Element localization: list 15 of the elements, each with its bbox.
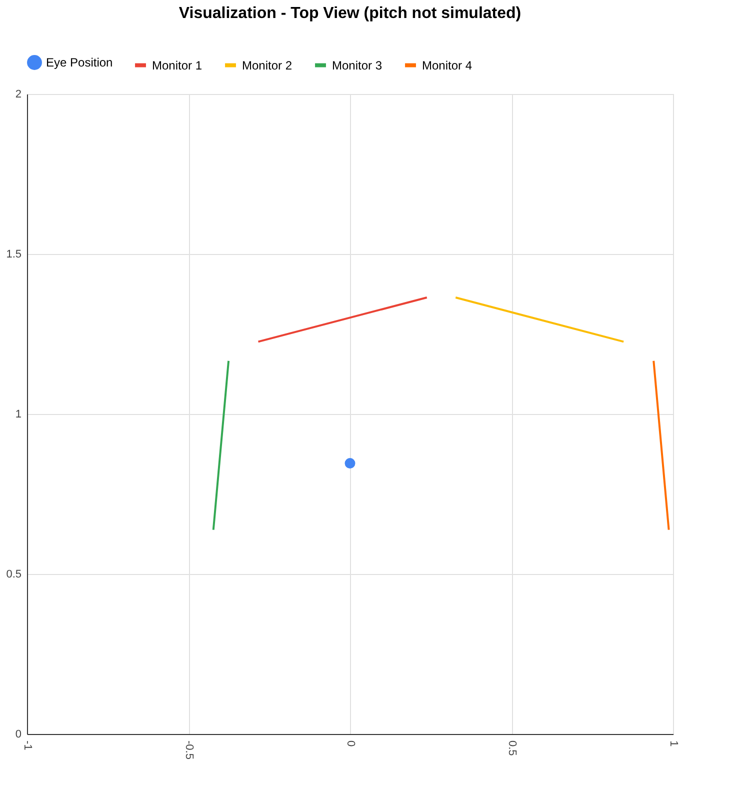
legend-label: Monitor 2 [242,58,292,72]
x-tick-label: 1 [668,740,680,747]
legend-label: Monitor 3 [332,58,382,72]
legend-label: Monitor 4 [422,58,472,72]
y-tick-label: 2 [15,88,22,100]
y-tick-label: 1 [15,408,22,420]
y-tick-label: 1.5 [6,248,22,260]
x-tick-label: 0 [344,740,356,747]
y-tick-label: 0.5 [6,568,22,580]
legend-label: Monitor 1 [152,58,202,72]
legend-label: Eye Position [46,56,113,70]
x-tick-label: 0.5 [506,740,518,756]
x-tick-label: -1 [22,740,34,750]
x-tick-label: -0.5 [183,740,195,760]
chart-title: Visualization - Top View (pitch not simulated) [178,5,522,22]
